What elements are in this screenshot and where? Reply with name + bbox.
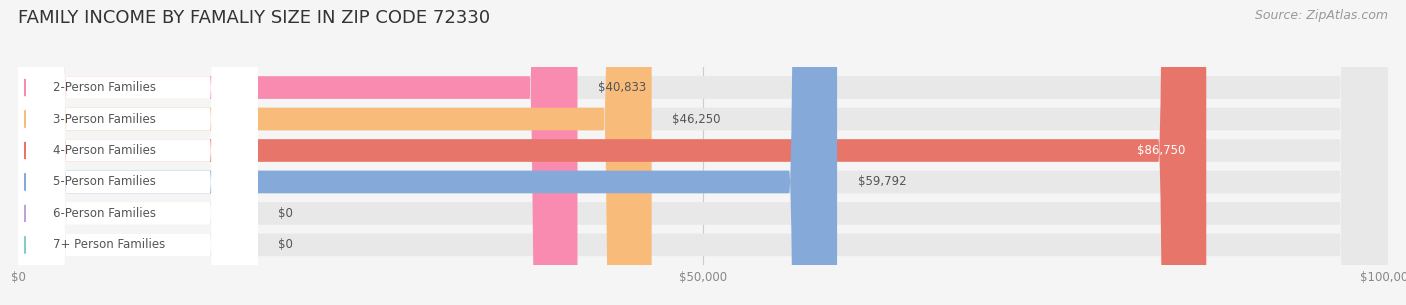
FancyBboxPatch shape [18,0,837,305]
Text: $0: $0 [278,207,294,220]
Text: $40,833: $40,833 [598,81,647,94]
FancyBboxPatch shape [18,0,257,305]
FancyBboxPatch shape [18,0,1388,305]
Text: $86,750: $86,750 [1137,144,1185,157]
Text: FAMILY INCOME BY FAMALIY SIZE IN ZIP CODE 72330: FAMILY INCOME BY FAMALIY SIZE IN ZIP COD… [18,9,491,27]
FancyBboxPatch shape [18,0,257,305]
Text: $46,250: $46,250 [672,113,721,126]
FancyBboxPatch shape [18,0,1388,305]
FancyBboxPatch shape [18,0,257,305]
Text: 5-Person Families: 5-Person Families [52,175,156,188]
Text: 7+ Person Families: 7+ Person Families [52,239,165,251]
FancyBboxPatch shape [18,0,257,305]
FancyBboxPatch shape [18,0,1388,305]
Text: 3-Person Families: 3-Person Families [52,113,156,126]
FancyBboxPatch shape [18,0,651,305]
Text: 6-Person Families: 6-Person Families [52,207,156,220]
FancyBboxPatch shape [18,0,257,305]
Text: 2-Person Families: 2-Person Families [52,81,156,94]
FancyBboxPatch shape [18,0,1388,305]
FancyBboxPatch shape [18,0,1388,305]
FancyBboxPatch shape [18,0,578,305]
FancyBboxPatch shape [18,0,1388,305]
Text: $0: $0 [278,239,294,251]
FancyBboxPatch shape [18,0,257,305]
Text: Source: ZipAtlas.com: Source: ZipAtlas.com [1254,9,1388,22]
Text: 4-Person Families: 4-Person Families [52,144,156,157]
FancyBboxPatch shape [18,0,1206,305]
Text: $59,792: $59,792 [858,175,907,188]
